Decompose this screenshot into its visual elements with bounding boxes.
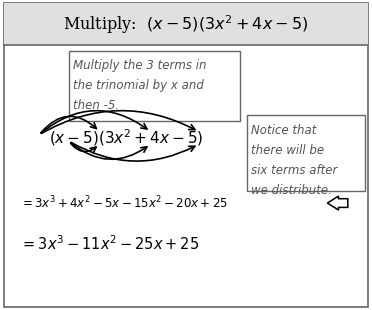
Bar [247, 115, 365, 191]
Text: there will be: there will be [251, 144, 324, 157]
Text: we distribute.: we distribute. [251, 184, 332, 197]
Text: then -5.: then -5. [73, 99, 119, 112]
Text: six terms after: six terms after [251, 164, 337, 177]
Text: Multiply the 3 terms in: Multiply the 3 terms in [73, 59, 206, 72]
Bar [69, 51, 240, 121]
Text: $(x-5)(3x^2+4x-5)$: $(x-5)(3x^2+4x-5)$ [49, 128, 204, 148]
FancyArrow shape [327, 196, 348, 210]
Text: $= 3x^3-11x^2-25x+25$: $= 3x^3-11x^2-25x+25$ [20, 234, 199, 253]
Text: $= 3x^3+4x^2-5x-15x^2-20x+25$: $= 3x^3+4x^2-5x-15x^2-20x+25$ [20, 195, 228, 211]
Text: the trinomial by x and: the trinomial by x and [73, 79, 203, 92]
Bar [4, 3, 368, 45]
Text: Notice that: Notice that [251, 124, 317, 137]
Text: Multiply:  $(x-5)(3x^2+4x-5)$: Multiply: $(x-5)(3x^2+4x-5)$ [63, 13, 309, 36]
